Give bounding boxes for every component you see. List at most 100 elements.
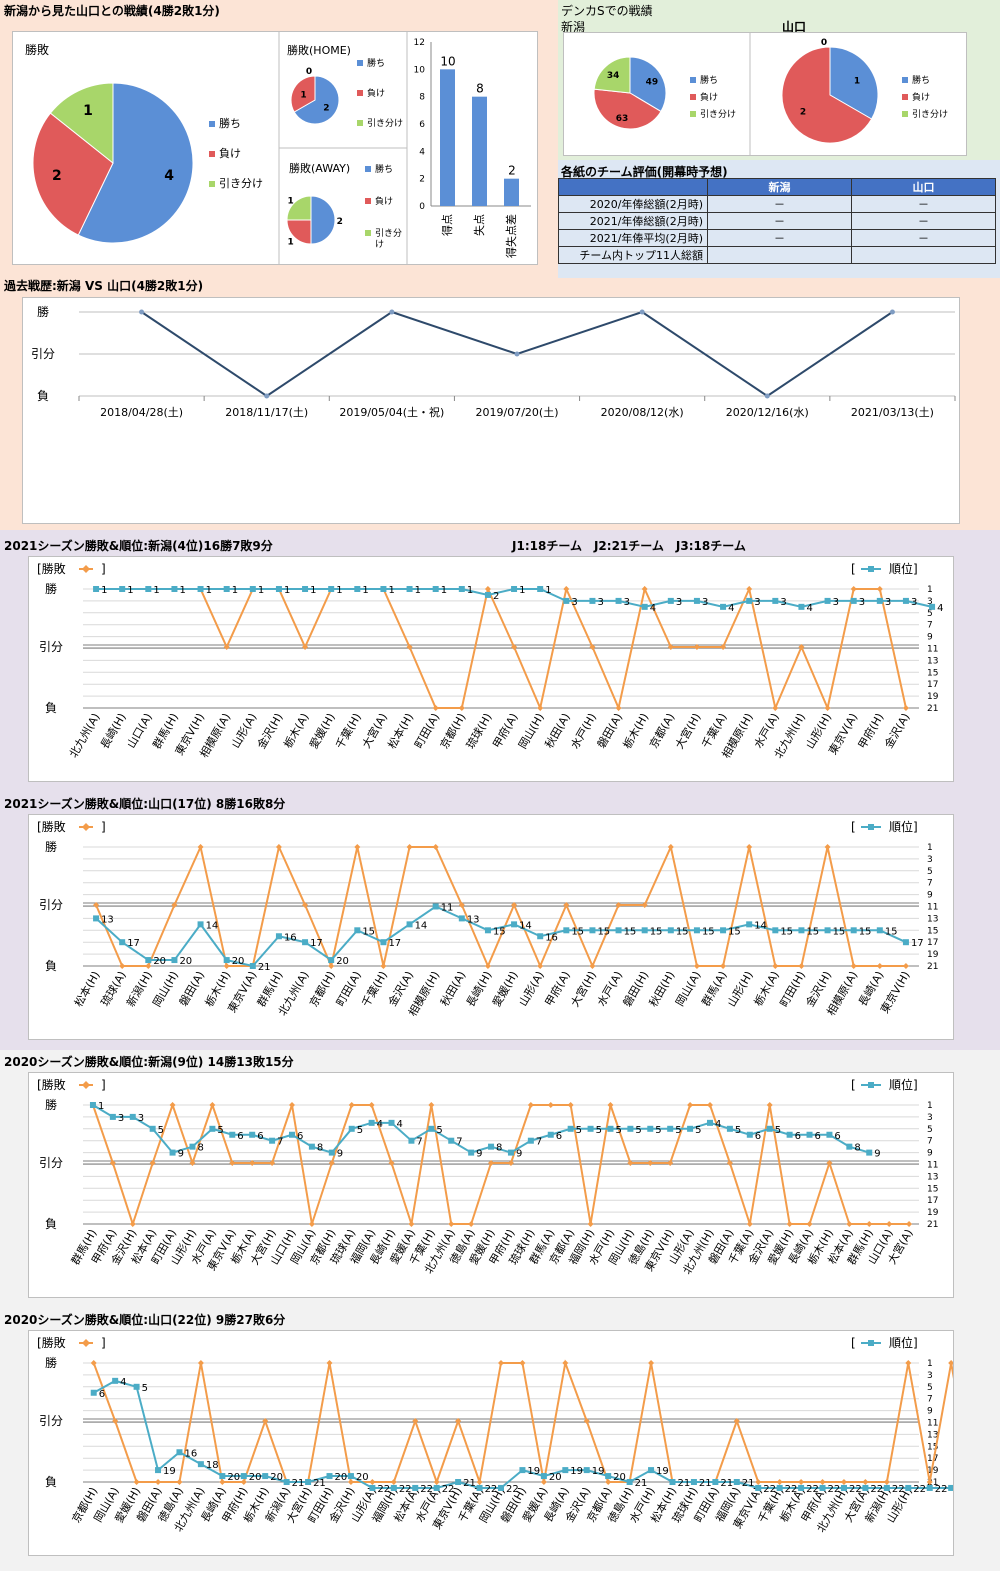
rank-data-label: 5 xyxy=(436,1125,442,1136)
result-point xyxy=(707,1102,713,1108)
rank-data-label: 9 xyxy=(178,1149,184,1160)
rank-tick-label: 5 xyxy=(927,1383,933,1393)
result-line xyxy=(96,585,907,712)
rank-data-label: 5 xyxy=(357,1125,363,1136)
legend-result-marker xyxy=(82,565,90,573)
result-point xyxy=(641,586,648,592)
rank-point xyxy=(567,1125,574,1132)
rank-data-label: 4 xyxy=(728,603,734,614)
result-point xyxy=(562,1360,569,1366)
rank-data-label: 17 xyxy=(127,938,140,949)
rank-point xyxy=(866,1149,873,1156)
bar-y-tick: 10 xyxy=(414,65,426,75)
result-point xyxy=(693,963,700,969)
rank-point xyxy=(369,1484,376,1491)
result-point xyxy=(902,705,909,711)
result-point xyxy=(119,963,126,969)
rank-data-label: 13 xyxy=(101,914,114,925)
rank-point xyxy=(328,586,335,592)
rank-data-label: 3 xyxy=(754,597,760,608)
rank-data-label: 22 xyxy=(763,1484,776,1495)
legend-swatch xyxy=(357,60,363,66)
result-point xyxy=(607,1102,614,1108)
rank-data-label: 1 xyxy=(388,585,394,596)
rank-tick-label: 17 xyxy=(927,1454,938,1464)
rank-tick-label: 17 xyxy=(927,1196,938,1206)
result-point xyxy=(806,1221,813,1227)
result-point xyxy=(866,1221,873,1227)
legend-label: 負け xyxy=(219,147,241,160)
rank-point xyxy=(380,586,387,592)
season3-chart-box: 1 3 5 7 9 11 13 15 17 19 21 勝引分負 [勝敗][順位] 群馬(H) 甲府(A) 金… xyxy=(28,1072,954,1298)
rank-data-label: 15 xyxy=(806,926,819,937)
rank-point xyxy=(145,957,152,964)
rank-data-label: 21 xyxy=(463,1478,476,1489)
rank-data-label: 21 xyxy=(677,1478,690,1489)
result-point xyxy=(862,1479,869,1485)
rank-point xyxy=(169,1149,176,1156)
rank-point xyxy=(432,903,439,910)
rank-tick-label: 11 xyxy=(927,903,938,913)
rank-data-label: 20 xyxy=(356,1472,369,1483)
rank-point xyxy=(368,1119,375,1126)
rank-data-label: 6 xyxy=(297,1131,303,1142)
pie-value-label: 2 xyxy=(52,168,62,184)
densa-left-label: 新潟 xyxy=(561,20,586,34)
rank-point xyxy=(667,1125,674,1132)
history-point xyxy=(764,393,770,399)
legend-rank-label: 順位] xyxy=(889,819,918,834)
pie-value-label: 1 xyxy=(288,197,294,207)
rank-tick-label: 15 xyxy=(927,1184,938,1194)
rank-tick-label: 7 xyxy=(927,621,933,631)
rank-point xyxy=(720,927,727,934)
rank-tick-label: 11 xyxy=(927,1419,938,1429)
rank-point xyxy=(488,1143,495,1150)
rank-point xyxy=(468,1149,475,1156)
rank-point xyxy=(519,1467,526,1474)
rank-data-label: 8 xyxy=(854,1143,860,1154)
result-point xyxy=(746,844,753,850)
rank-tick-label: 21 xyxy=(927,704,938,714)
result-line xyxy=(92,1101,910,1228)
result-point xyxy=(693,644,700,650)
rank-point xyxy=(484,591,491,598)
rank-tick-label: 9 xyxy=(927,633,933,643)
rank-data-label: 5 xyxy=(217,1125,223,1136)
eval-header-niigata: 新潟 xyxy=(707,178,852,196)
result-point xyxy=(176,1479,183,1485)
rank-point xyxy=(690,1479,697,1485)
result-y-label: 引分 xyxy=(39,1156,63,1170)
rank-tick-label: 1 xyxy=(927,1359,933,1369)
rank-point xyxy=(712,1479,719,1485)
rank-data-label: 22 xyxy=(828,1484,841,1495)
legend-swatch xyxy=(365,166,371,172)
rank-point xyxy=(641,603,648,610)
rank-data-label: 6 xyxy=(257,1131,263,1142)
rank-tick-label: 13 xyxy=(927,656,938,666)
result-point xyxy=(369,1479,376,1485)
result-point xyxy=(219,1479,226,1485)
rank-point xyxy=(455,1479,462,1485)
result-point xyxy=(408,1221,415,1227)
rank-data-label: 22 xyxy=(892,1484,905,1495)
result-point xyxy=(667,844,674,850)
rank-point xyxy=(824,927,831,934)
rank-data-label: 15 xyxy=(859,926,872,937)
rank-data-label: 9 xyxy=(516,1149,522,1160)
rank-point xyxy=(305,1479,312,1485)
rank-data-label: 4 xyxy=(937,603,943,614)
rank-tick-label: 3 xyxy=(927,855,933,865)
rank-point xyxy=(587,1125,594,1132)
bar-y-tick: 12 xyxy=(414,38,425,48)
x-category-label: 大宮(H) xyxy=(672,711,704,752)
rank-data-label: 7 xyxy=(416,1137,422,1148)
x-category-label: 秋田(H) xyxy=(646,969,678,1010)
legend-result-label: [勝敗 xyxy=(37,1077,66,1092)
result-point xyxy=(589,644,596,650)
rank-data-label: 3 xyxy=(597,597,603,608)
rank-point xyxy=(547,1131,554,1138)
season1-title: 2021シーズン勝敗&順位:新潟(4位)16勝7敗9分 xyxy=(4,539,273,553)
rank-point xyxy=(667,927,674,934)
result-point xyxy=(605,1479,612,1485)
eval-table: 新潟 山口 2020/年俸総額(2月時) －－ 2021/年俸総額(2月時) －－ … xyxy=(558,178,996,264)
